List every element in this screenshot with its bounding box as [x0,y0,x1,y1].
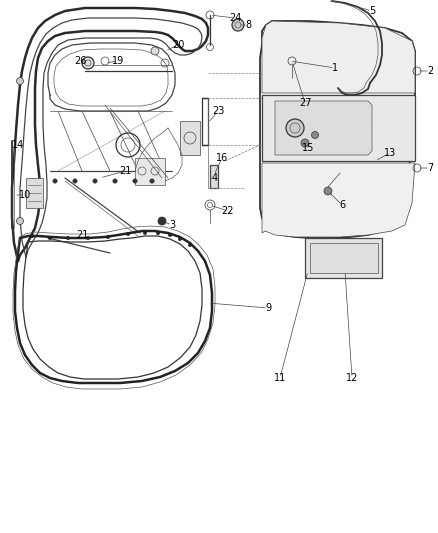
Text: 3: 3 [169,220,175,230]
Polygon shape [275,101,372,155]
Text: 26: 26 [74,56,86,66]
Text: 27: 27 [299,98,311,108]
Text: 6: 6 [339,200,345,210]
Text: 19: 19 [112,56,124,66]
Circle shape [30,234,34,238]
Text: 5: 5 [369,6,375,16]
Circle shape [232,19,244,31]
Text: 8: 8 [245,20,251,30]
Text: 14: 14 [12,140,24,150]
Text: 21: 21 [119,166,131,176]
Text: 12: 12 [346,373,358,383]
Text: 7: 7 [427,163,433,173]
Circle shape [324,187,332,195]
Polygon shape [135,158,165,185]
Circle shape [151,47,159,55]
Text: 23: 23 [212,106,224,116]
Polygon shape [26,178,43,208]
Polygon shape [310,243,378,273]
Circle shape [178,237,182,241]
Polygon shape [262,95,415,161]
Circle shape [156,231,160,235]
Circle shape [106,235,110,239]
Text: 24: 24 [229,13,241,23]
Text: 21: 21 [76,230,88,240]
Circle shape [301,139,309,147]
Polygon shape [262,21,415,93]
Text: 9: 9 [265,303,271,313]
Text: 22: 22 [222,206,234,216]
Circle shape [126,232,130,236]
Circle shape [82,57,94,69]
Circle shape [66,236,70,240]
Circle shape [286,119,304,137]
Circle shape [143,231,147,235]
Circle shape [93,179,97,183]
Circle shape [168,233,172,237]
Polygon shape [210,165,218,188]
Circle shape [73,179,77,183]
Circle shape [17,217,24,224]
Circle shape [48,236,52,240]
Circle shape [150,179,154,183]
Circle shape [133,179,137,183]
Text: 2: 2 [427,66,433,76]
Polygon shape [260,21,415,238]
Text: 20: 20 [172,40,184,50]
Text: 11: 11 [274,373,286,383]
Circle shape [53,179,57,183]
Text: 10: 10 [19,190,31,200]
Polygon shape [305,238,382,278]
Text: 4: 4 [212,173,218,183]
Circle shape [311,132,318,139]
Circle shape [17,77,24,85]
Text: 1: 1 [332,63,338,73]
Circle shape [188,243,192,247]
Text: 16: 16 [216,153,228,163]
Circle shape [158,217,166,225]
Circle shape [113,179,117,183]
Circle shape [86,236,90,240]
Polygon shape [180,121,200,155]
Polygon shape [262,163,415,237]
Text: 15: 15 [302,143,314,153]
Text: 13: 13 [384,148,396,158]
